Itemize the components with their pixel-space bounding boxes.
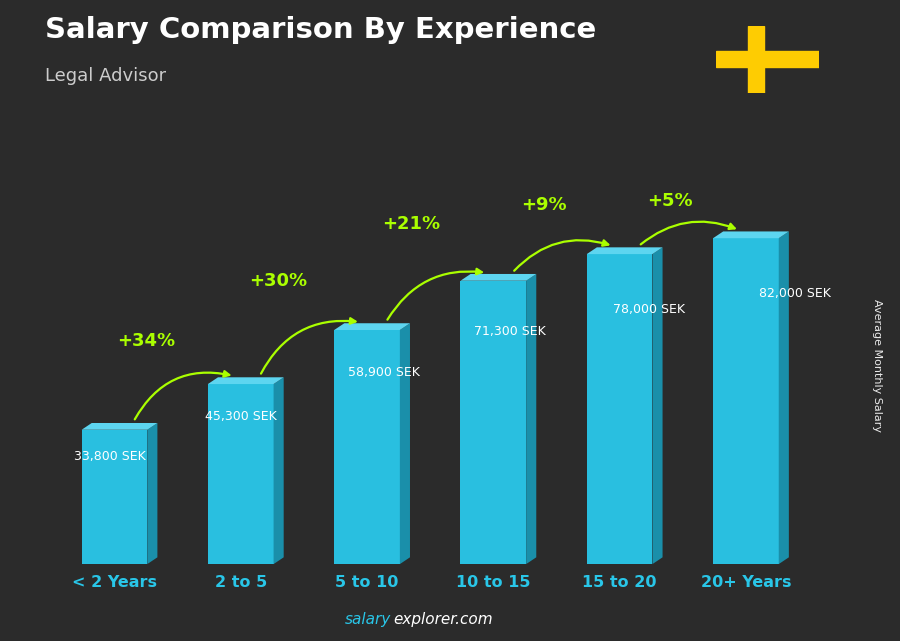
Polygon shape — [334, 330, 400, 564]
Polygon shape — [274, 378, 284, 564]
Text: Legal Advisor: Legal Advisor — [45, 67, 166, 85]
Polygon shape — [461, 274, 536, 281]
Polygon shape — [461, 281, 526, 564]
Polygon shape — [148, 423, 157, 564]
Text: Salary Comparison By Experience: Salary Comparison By Experience — [45, 16, 596, 44]
Text: +30%: +30% — [249, 272, 308, 290]
Polygon shape — [526, 274, 536, 564]
Text: +5%: +5% — [647, 192, 693, 210]
Text: explorer.com: explorer.com — [393, 612, 493, 627]
Text: 58,900 SEK: 58,900 SEK — [348, 365, 420, 379]
Text: 45,300 SEK: 45,300 SEK — [205, 410, 277, 423]
Text: +21%: +21% — [382, 215, 440, 233]
Bar — [716, 51, 819, 67]
Polygon shape — [652, 247, 662, 564]
Polygon shape — [713, 231, 788, 238]
Text: Average Monthly Salary: Average Monthly Salary — [872, 299, 883, 432]
Text: 71,300 SEK: 71,300 SEK — [474, 325, 546, 338]
Text: 33,800 SEK: 33,800 SEK — [74, 450, 146, 463]
Polygon shape — [587, 254, 652, 564]
Polygon shape — [400, 323, 410, 564]
Polygon shape — [587, 247, 662, 254]
Polygon shape — [778, 231, 788, 564]
Text: 78,000 SEK: 78,000 SEK — [613, 303, 685, 317]
Polygon shape — [208, 378, 284, 384]
Text: +34%: +34% — [117, 332, 176, 350]
Text: +9%: +9% — [521, 196, 567, 214]
Polygon shape — [82, 423, 158, 429]
Text: 82,000 SEK: 82,000 SEK — [759, 287, 831, 300]
Polygon shape — [82, 429, 148, 564]
Polygon shape — [713, 238, 778, 564]
Text: salary: salary — [346, 612, 392, 627]
Bar — [748, 26, 764, 93]
Polygon shape — [208, 384, 274, 564]
Polygon shape — [334, 323, 410, 330]
